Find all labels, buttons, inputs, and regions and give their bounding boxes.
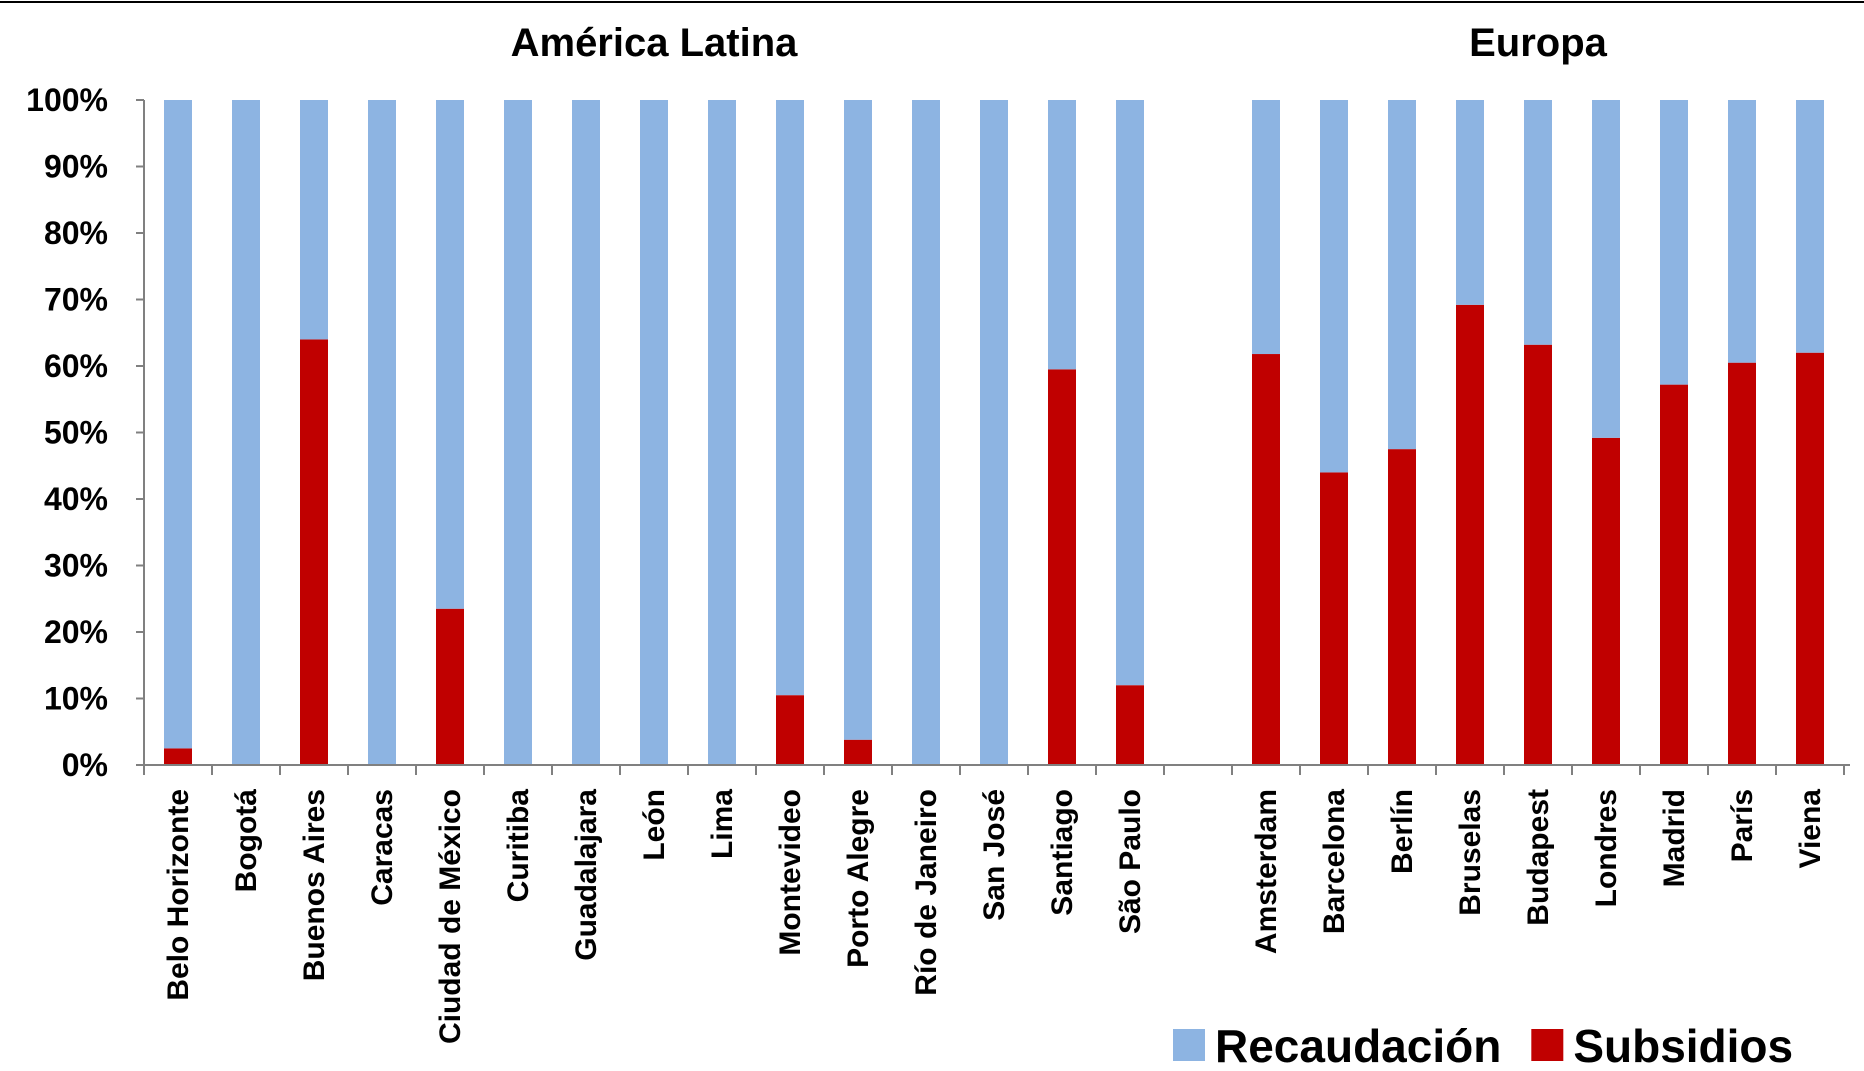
x-category-label: Belo Horizonte (162, 789, 195, 1001)
bar-subsidios-19 (1524, 344, 1552, 765)
bar-subsidios-22 (1728, 362, 1756, 765)
legend-swatch-0 (1173, 1029, 1205, 1061)
bar-recaudacion-18 (1456, 100, 1484, 305)
y-tick-label: 30% (44, 548, 108, 584)
y-tick-label: 70% (44, 282, 108, 318)
group-label: América Latina (511, 21, 799, 65)
legend-swatch-1 (1531, 1029, 1564, 1061)
x-category-label: San José (978, 789, 1011, 921)
bar-subsidios-18 (1456, 304, 1484, 765)
bar-subsidios-15 (1252, 354, 1280, 765)
bar-recaudacion-11 (912, 100, 940, 765)
y-axis: 0% 10% 20% 30% 40% 50% 60% 70% 80% 90% 100% (26, 82, 145, 783)
bar-subsidios-20 (1592, 437, 1620, 765)
bar-subsidios-13 (1048, 369, 1076, 765)
bar-recaudacion-8 (708, 100, 736, 765)
bar-subsidios-17 (1388, 449, 1416, 765)
x-category-label: Río de Janeiro (910, 789, 943, 996)
y-tick-label: 80% (44, 215, 108, 251)
bar-subsidios-16 (1320, 472, 1348, 765)
x-category-label: Madrid (1658, 789, 1691, 887)
bar-recaudacion-1 (232, 100, 260, 765)
bar-recaudacion-7 (640, 100, 668, 765)
x-category-label: Santiago (1046, 789, 1079, 916)
bar-subsidios-10 (844, 739, 872, 765)
x-category-label: Barcelona (1318, 789, 1351, 934)
bar-recaudacion-14 (1116, 100, 1144, 686)
bar-recaudacion-4 (436, 100, 464, 609)
x-category-label: Bruselas (1454, 789, 1487, 916)
bar-subsidios-2 (300, 339, 328, 765)
bar-subsidios-21 (1660, 384, 1688, 765)
x-category-label: Curitiba (502, 789, 535, 903)
bar-recaudacion-13 (1048, 100, 1076, 370)
x-category-label: Porto Alegre (842, 789, 875, 968)
bar-subsidios-23 (1796, 352, 1824, 765)
legend: Recaudación Subsidios (1173, 1020, 1793, 1071)
bar-subsidios-4 (436, 608, 464, 765)
x-category-label: León (638, 789, 671, 861)
bar-recaudacion-17 (1388, 100, 1416, 450)
legend-label-0: Recaudación (1215, 1020, 1501, 1071)
x-category-label: Berlín (1386, 789, 1419, 874)
bar-recaudacion-19 (1524, 100, 1552, 345)
bar-recaudacion-23 (1796, 100, 1824, 353)
bar-recaudacion-16 (1320, 100, 1348, 473)
bar-recaudacion-21 (1660, 100, 1688, 385)
x-category-label: Amsterdam (1250, 789, 1283, 954)
bar-recaudacion-2 (300, 100, 328, 340)
x-category-label: São Paulo (1114, 789, 1147, 934)
bar-recaudacion-5 (504, 100, 532, 765)
group-labels: América Latina Europa (511, 21, 1608, 65)
x-category-label: Lima (706, 789, 739, 859)
x-category-label: Ciudad de México (434, 789, 467, 1044)
x-category-label: Guadalajara (570, 789, 603, 961)
bar-recaudacion-0 (164, 100, 192, 749)
bar-recaudacion-20 (1592, 100, 1620, 438)
bar-recaudacion-10 (844, 100, 872, 740)
bar-recaudacion-9 (776, 100, 804, 696)
x-category-label: Caracas (366, 789, 399, 906)
bar-subsidios-14 (1116, 685, 1144, 765)
x-category-label: París (1726, 789, 1759, 862)
bar-recaudacion-15 (1252, 100, 1280, 355)
y-tick-label: 50% (44, 415, 108, 451)
y-tick-label: 90% (44, 149, 108, 185)
x-category-label: Viena (1794, 789, 1827, 869)
bar-recaudacion-3 (368, 100, 396, 765)
legend-label-1: Subsidios (1573, 1020, 1793, 1071)
bar-subsidios-9 (776, 695, 804, 765)
y-tick-label: 40% (44, 481, 108, 517)
y-tick-label: 60% (44, 348, 108, 384)
x-category-label: Londres (1590, 789, 1623, 907)
bar-subsidios-0 (164, 748, 192, 765)
bar-recaudacion-6 (572, 100, 600, 765)
y-tick-label: 10% (44, 681, 108, 717)
bar-recaudacion-12 (980, 100, 1008, 765)
x-category-label: Bogotá (230, 789, 263, 893)
x-category-label: Budapest (1522, 789, 1555, 926)
y-tick-label: 0% (62, 747, 108, 783)
x-category-label: Montevideo (774, 789, 807, 956)
group-label: Europa (1469, 21, 1608, 65)
y-tick-label: 100% (26, 82, 108, 118)
bars (164, 100, 1824, 765)
y-tick-label: 20% (44, 614, 108, 650)
x-axis: Belo Horizonte Bogotá Buenos Aires Caracas C… (143, 764, 1850, 1044)
x-category-label: Buenos Aires (298, 789, 331, 981)
bar-recaudacion-22 (1728, 100, 1756, 363)
